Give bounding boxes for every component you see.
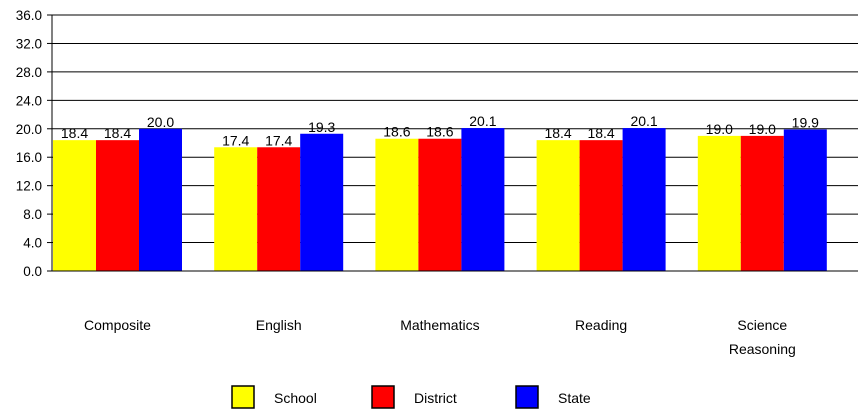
y-tick-label: 24.0: [16, 93, 42, 108]
x-category-label: Reading: [575, 317, 627, 333]
legend-swatch-state: [515, 385, 539, 409]
bar-state: [139, 128, 182, 271]
data-label: 19.0: [749, 121, 776, 137]
x-category-label: English: [256, 317, 302, 333]
data-label: 18.4: [544, 125, 571, 141]
bar-district: [257, 147, 301, 271]
data-label: 19.3: [308, 119, 335, 135]
bar-state: [783, 129, 827, 271]
data-label: 19.9: [792, 114, 819, 130]
y-tick-label: 16.0: [16, 150, 42, 165]
y-tick-label: 12.0: [16, 179, 42, 194]
y-tick-label: 8.0: [23, 207, 42, 222]
data-label: 18.4: [587, 125, 614, 141]
x-category-label: Composite: [84, 317, 151, 333]
bar-school: [697, 135, 741, 271]
legend-label-state: State: [558, 390, 591, 406]
legend-swatch-school: [231, 385, 255, 409]
bar-school: [214, 147, 258, 271]
bar-school: [53, 140, 96, 271]
data-label: 18.4: [104, 125, 131, 141]
bar-district: [418, 138, 462, 271]
bar-school: [536, 140, 580, 271]
data-label: 17.4: [222, 132, 249, 148]
data-label: 17.4: [265, 132, 292, 148]
y-tick-label: 28.0: [16, 65, 42, 80]
x-category-label: Science: [737, 317, 787, 333]
data-label: 18.6: [426, 124, 453, 140]
y-tick-label: 20.0: [16, 122, 42, 137]
x-category-label: Mathematics: [400, 317, 479, 333]
data-label: 19.0: [706, 121, 733, 137]
data-label: 20.1: [469, 113, 496, 129]
data-label: 20.1: [630, 113, 657, 129]
data-label: 20.0: [147, 114, 174, 130]
y-tick-label: 32.0: [16, 36, 42, 51]
bar-district: [96, 140, 139, 271]
legend-swatch-district: [371, 385, 395, 409]
x-category-label: Reasoning: [729, 341, 796, 357]
bar-school: [375, 138, 419, 271]
bar-district: [579, 140, 623, 271]
legend-label-school: School: [274, 390, 317, 406]
y-tick-label: 0.0: [23, 264, 42, 279]
y-tick-label: 4.0: [23, 236, 42, 251]
bar-district: [740, 135, 784, 271]
legend-label-district: District: [414, 390, 457, 406]
bar-state: [461, 128, 505, 271]
bar-state: [300, 133, 344, 271]
data-label: 18.6: [383, 124, 410, 140]
bar-state: [622, 128, 666, 271]
y-tick-label: 36.0: [16, 8, 42, 23]
data-label: 18.4: [61, 125, 88, 141]
